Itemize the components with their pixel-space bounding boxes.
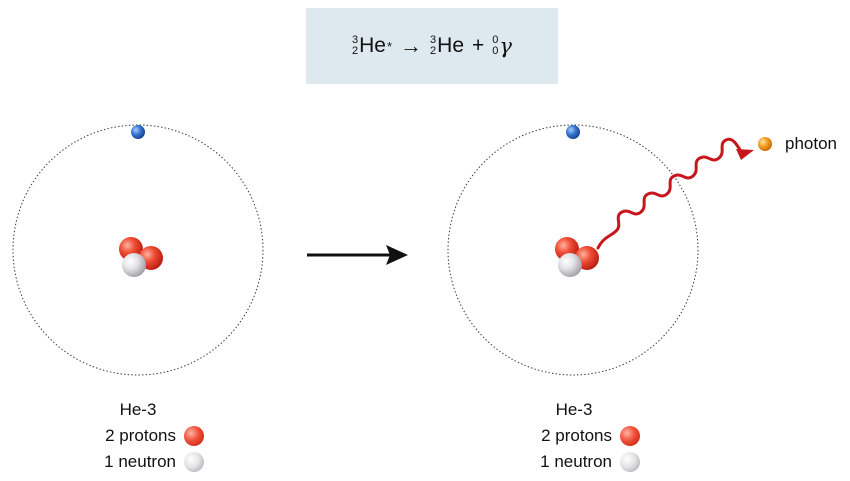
reactant-mass-number: 3 <box>352 34 359 46</box>
right-atom-name: He-3 <box>555 400 593 419</box>
reaction-arrow: → <box>400 33 423 58</box>
right-neutron-row: 1 neutron <box>540 449 640 475</box>
gamma-nuclide: 0 0 γ <box>492 34 512 58</box>
left-electron-orbit <box>12 124 264 376</box>
neutron-legend-icon <box>620 452 640 472</box>
reactant-nuclide: 3 2 He * <box>352 34 392 58</box>
product-scripts: 3 2 <box>430 35 436 57</box>
reactant-symbol: He <box>359 34 386 57</box>
proton-legend-icon <box>620 426 640 446</box>
photon-label: photon <box>785 134 837 153</box>
left-atom-labels: He-3 2 protons 1 neutron <box>72 397 204 475</box>
right-atom <box>447 124 699 376</box>
left-neutron-label: 1 neutron <box>104 452 176 471</box>
proton-legend-icon <box>184 426 204 446</box>
left-atom <box>12 124 264 376</box>
left-neutron-row: 1 neutron <box>104 449 204 475</box>
plus-sign: + <box>472 34 485 57</box>
right-atom-labels: He-3 2 protons 1 neutron <box>508 397 640 475</box>
left-atom-name: He-3 <box>119 400 157 419</box>
excited-state-mark: * <box>386 38 393 54</box>
product-mass-number: 3 <box>430 34 437 46</box>
gamma-symbol: γ <box>499 34 512 58</box>
product-atomic-number: 2 <box>430 45 437 57</box>
right-neutron-label: 1 neutron <box>540 452 612 471</box>
equation-box: 3 2 He * → 3 2 He + 0 0 γ <box>306 8 558 84</box>
right-protons-label: 2 protons <box>541 426 612 445</box>
gamma-scripts: 0 0 <box>492 35 498 57</box>
left-nucleus <box>119 237 163 277</box>
left-protons-label: 2 protons <box>105 426 176 445</box>
right-protons-row: 2 protons <box>541 423 640 449</box>
reactant-scripts: 3 2 <box>352 35 358 57</box>
right-electron-orbit <box>447 124 699 376</box>
right-nucleus <box>555 237 599 277</box>
transition-arrow <box>307 245 408 265</box>
left-neutron <box>122 253 146 277</box>
left-electron <box>131 125 145 139</box>
photon-wave <box>596 137 754 250</box>
gamma-mass-number: 0 <box>492 34 499 46</box>
photon-particle <box>758 137 772 151</box>
neutron-legend-icon <box>184 452 204 472</box>
gamma-atomic-number: 0 <box>492 45 499 57</box>
product-symbol: He <box>437 34 465 57</box>
left-protons-row: 2 protons <box>105 423 204 449</box>
right-electron <box>566 125 580 139</box>
product-nuclide: 3 2 He <box>430 34 464 58</box>
reactant-atomic-number: 2 <box>352 45 359 57</box>
photon-arrowhead <box>736 149 754 160</box>
right-neutron <box>558 253 582 277</box>
